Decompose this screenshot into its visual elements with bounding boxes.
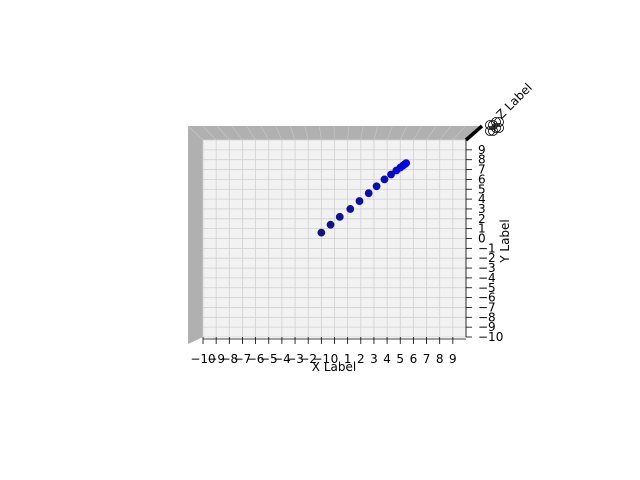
z-tick-clutter (494, 117, 504, 127)
x-axis-label: X Label (312, 360, 356, 374)
y-tick-label: −9 (478, 320, 496, 334)
x-tick-label: −2 (299, 352, 317, 366)
y-tick-label: −2 (478, 251, 496, 265)
grid-line-depth (360, 125, 364, 141)
grid-line-depth (399, 125, 408, 141)
grid-line-depth (304, 125, 309, 141)
grid-line-depth (275, 125, 283, 141)
grid-line-depth (260, 125, 270, 141)
x-tick-label: −7 (234, 352, 252, 366)
scatter-points (317, 159, 411, 237)
x-tick-label: 7 (423, 352, 431, 366)
z-tick-clutter (488, 120, 498, 130)
scatter-point (380, 175, 389, 184)
x-tick-label: −3 (286, 352, 304, 366)
x-tick-label: −5 (260, 352, 278, 366)
grid-line-depth (386, 125, 393, 141)
x-tick-label: 3 (370, 352, 378, 366)
scatter-point (335, 212, 344, 221)
x-tick-label: −1 (312, 352, 330, 366)
grid-line-depth (347, 125, 349, 141)
grid-line-depth (231, 125, 243, 141)
y-tick-label: 1 (478, 222, 486, 236)
z-axis (464, 117, 504, 142)
z-tick-clutter (491, 123, 501, 133)
z-tick-clutter (485, 120, 495, 130)
x-tick-label: 6 (410, 352, 418, 366)
scatter-point (372, 182, 381, 191)
grid-line-depth (289, 125, 296, 141)
y-tick-label: 3 (478, 202, 486, 216)
grid-line-depth (452, 125, 466, 141)
y-tick-label: 2 (478, 212, 486, 226)
y-tick-label: −10 (478, 330, 503, 344)
grid-line-depth (319, 125, 322, 141)
x-tick-label: 5 (396, 352, 404, 366)
y-tick-label: −4 (478, 271, 496, 285)
y-tick-label: 6 (478, 172, 486, 186)
x-tick-label: −6 (247, 352, 265, 366)
grid-line-depth (413, 125, 422, 141)
scatter-point (364, 189, 373, 198)
x-tick-label: 2 (357, 352, 365, 366)
x-tick-label: −8 (220, 352, 238, 366)
y-tick-label: −7 (478, 300, 496, 314)
grid-line-depth (246, 125, 256, 141)
y-tick-label: 7 (478, 163, 486, 177)
y-tick-label: −6 (478, 291, 496, 305)
y-axis-label: Y Label (498, 219, 512, 264)
z-tick-clutter (488, 126, 498, 136)
grid (187, 125, 481, 338)
x-tick-label: 9 (449, 352, 457, 366)
y-tick-label: 5 (478, 182, 486, 196)
grid-line-depth (373, 125, 379, 141)
scatter-point (355, 197, 364, 205)
grid-line-depth (202, 125, 217, 141)
scatter-point (402, 159, 411, 168)
z-tick-clutter (494, 123, 504, 133)
y-tick-label: 0 (478, 232, 486, 246)
x-axis: −10−9−8−7−6−5−4−3−2−1 0 1 2 3 4 5 6 7 8 9 (190, 337, 466, 366)
grid-line-depth (187, 125, 204, 141)
y-tick-label: −1 (478, 241, 496, 255)
scatter-point (346, 205, 355, 213)
grid-line-depth (439, 125, 452, 141)
y-tick-label: −8 (478, 310, 496, 324)
x-tick-label: −4 (273, 352, 291, 366)
y-tick-label: −5 (478, 281, 496, 295)
left-pane (188, 126, 203, 344)
grid-line-depth (216, 125, 230, 141)
y-tick-label: 9 (478, 143, 486, 157)
x-tick-label: −9 (207, 352, 225, 366)
z-axis-line (464, 124, 484, 142)
z-axis-label: Z Label (494, 81, 535, 122)
x-tick-label: 4 (383, 352, 391, 366)
x-tick-label: −10 (190, 352, 215, 366)
y-tick-label: 8 (478, 153, 486, 167)
grid-line-depth (333, 125, 335, 141)
z-tick-clutter (491, 117, 501, 127)
z-tick-clutter (485, 126, 495, 136)
x-tick-label: 8 (436, 352, 444, 366)
scatter-point (317, 228, 326, 237)
x-tick-label: 0 (331, 352, 339, 366)
scatter-point (387, 170, 395, 179)
y-tick-label: −3 (478, 261, 496, 275)
scatter-point (326, 220, 335, 229)
y-tick-label: 4 (478, 192, 486, 206)
x-tick-label: 1 (344, 352, 352, 366)
grid-line-depth (426, 125, 437, 141)
